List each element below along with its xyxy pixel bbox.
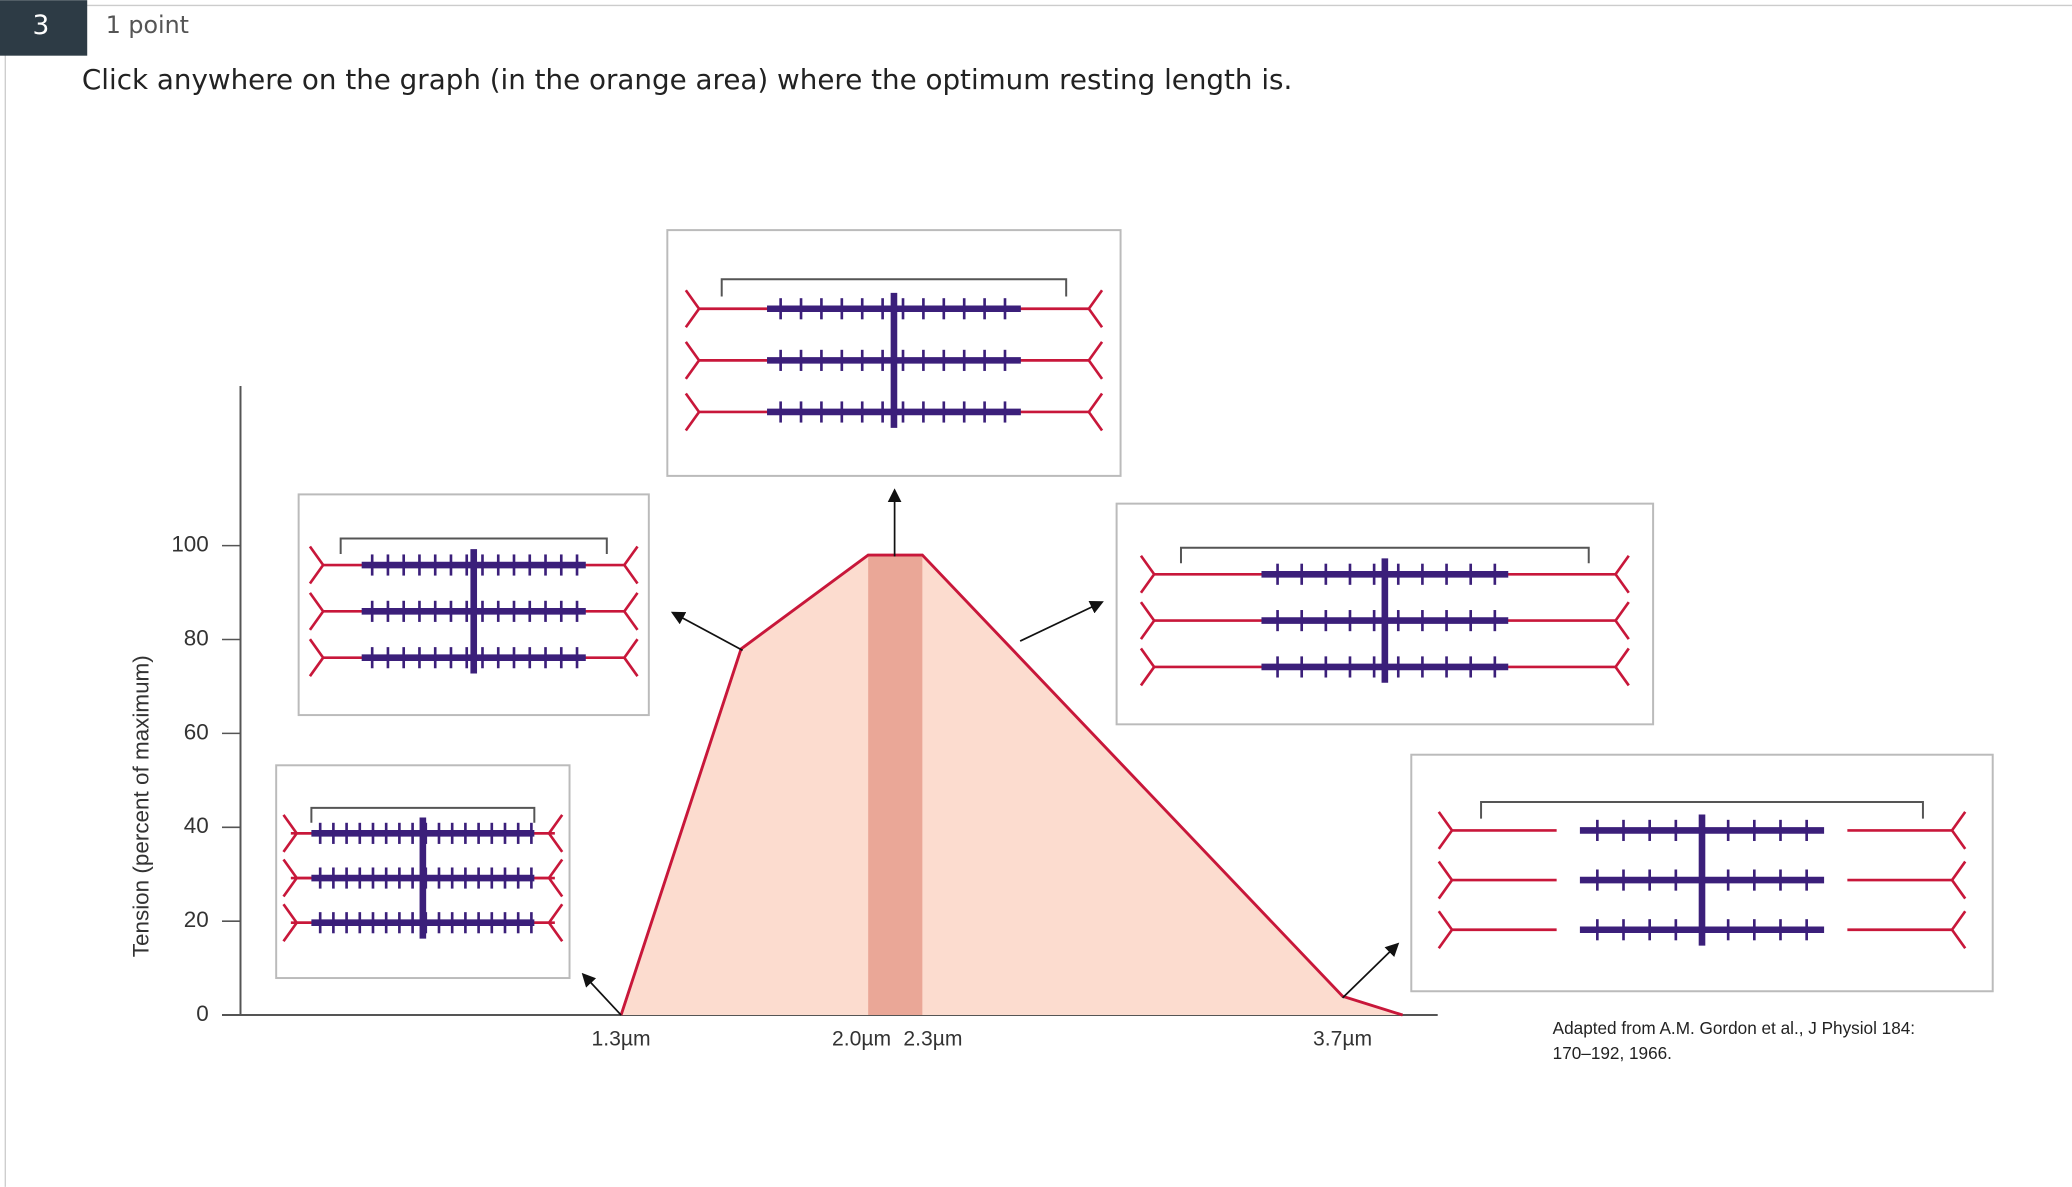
z-line [684, 289, 701, 432]
z-line [1613, 554, 1630, 687]
z-line [308, 545, 325, 677]
source-note: 170–192, 1966. [1553, 1043, 1672, 1063]
bracket [310, 806, 536, 823]
arrow [670, 611, 744, 652]
z-line [1139, 554, 1156, 687]
y-tick-label: 80 [184, 625, 209, 650]
y-tick-label: 0 [196, 1001, 209, 1026]
y-axis-label: Tension (percent of maximum) [129, 655, 154, 957]
bracket [1179, 546, 1590, 564]
arrow [1341, 942, 1400, 999]
x-tick-label: 1.3µm [592, 1028, 651, 1051]
optimum-band[interactable] [868, 555, 923, 1016]
sarcomere-diagram [666, 229, 1122, 477]
z-line [547, 814, 564, 942]
arrow [581, 972, 622, 1016]
y-tick-label: 100 [171, 532, 208, 557]
x-tick-label: 2.3µm [903, 1028, 962, 1051]
z-line [1437, 811, 1454, 950]
sarcomere-diagram [1115, 502, 1655, 726]
question-text: Click anywhere on the graph (in the oran… [82, 63, 1292, 96]
bracket [1480, 801, 1924, 819]
question-number: 3 [33, 10, 50, 41]
z-line [282, 814, 299, 942]
x-tick-label: 3.7µm [1313, 1028, 1372, 1051]
source-note: Adapted from A.M. Gordon et al., J Physi… [1553, 1018, 1915, 1038]
y-tick-label: 60 [184, 719, 209, 744]
x-tick-label: 2.0µm [832, 1028, 891, 1051]
chart: 0 20 40 60 80 100 Tension (percent of maximum)… [129, 229, 1994, 1063]
tension-area[interactable] [621, 555, 1403, 1016]
y-tick-label: 20 [184, 907, 209, 932]
points: 1 point [106, 11, 189, 39]
question-number-box [0, 0, 88, 56]
z-line [1950, 811, 1967, 950]
y-tick-label: 40 [184, 813, 209, 838]
z-line [1087, 289, 1104, 432]
sarcomere-diagram [297, 493, 650, 717]
z-line [622, 545, 639, 677]
arrow [1019, 600, 1104, 642]
sarcomere-diagram [1410, 753, 1994, 993]
bracket [720, 278, 1068, 297]
sarcomere-diagram [275, 764, 571, 980]
bracket [339, 537, 608, 554]
